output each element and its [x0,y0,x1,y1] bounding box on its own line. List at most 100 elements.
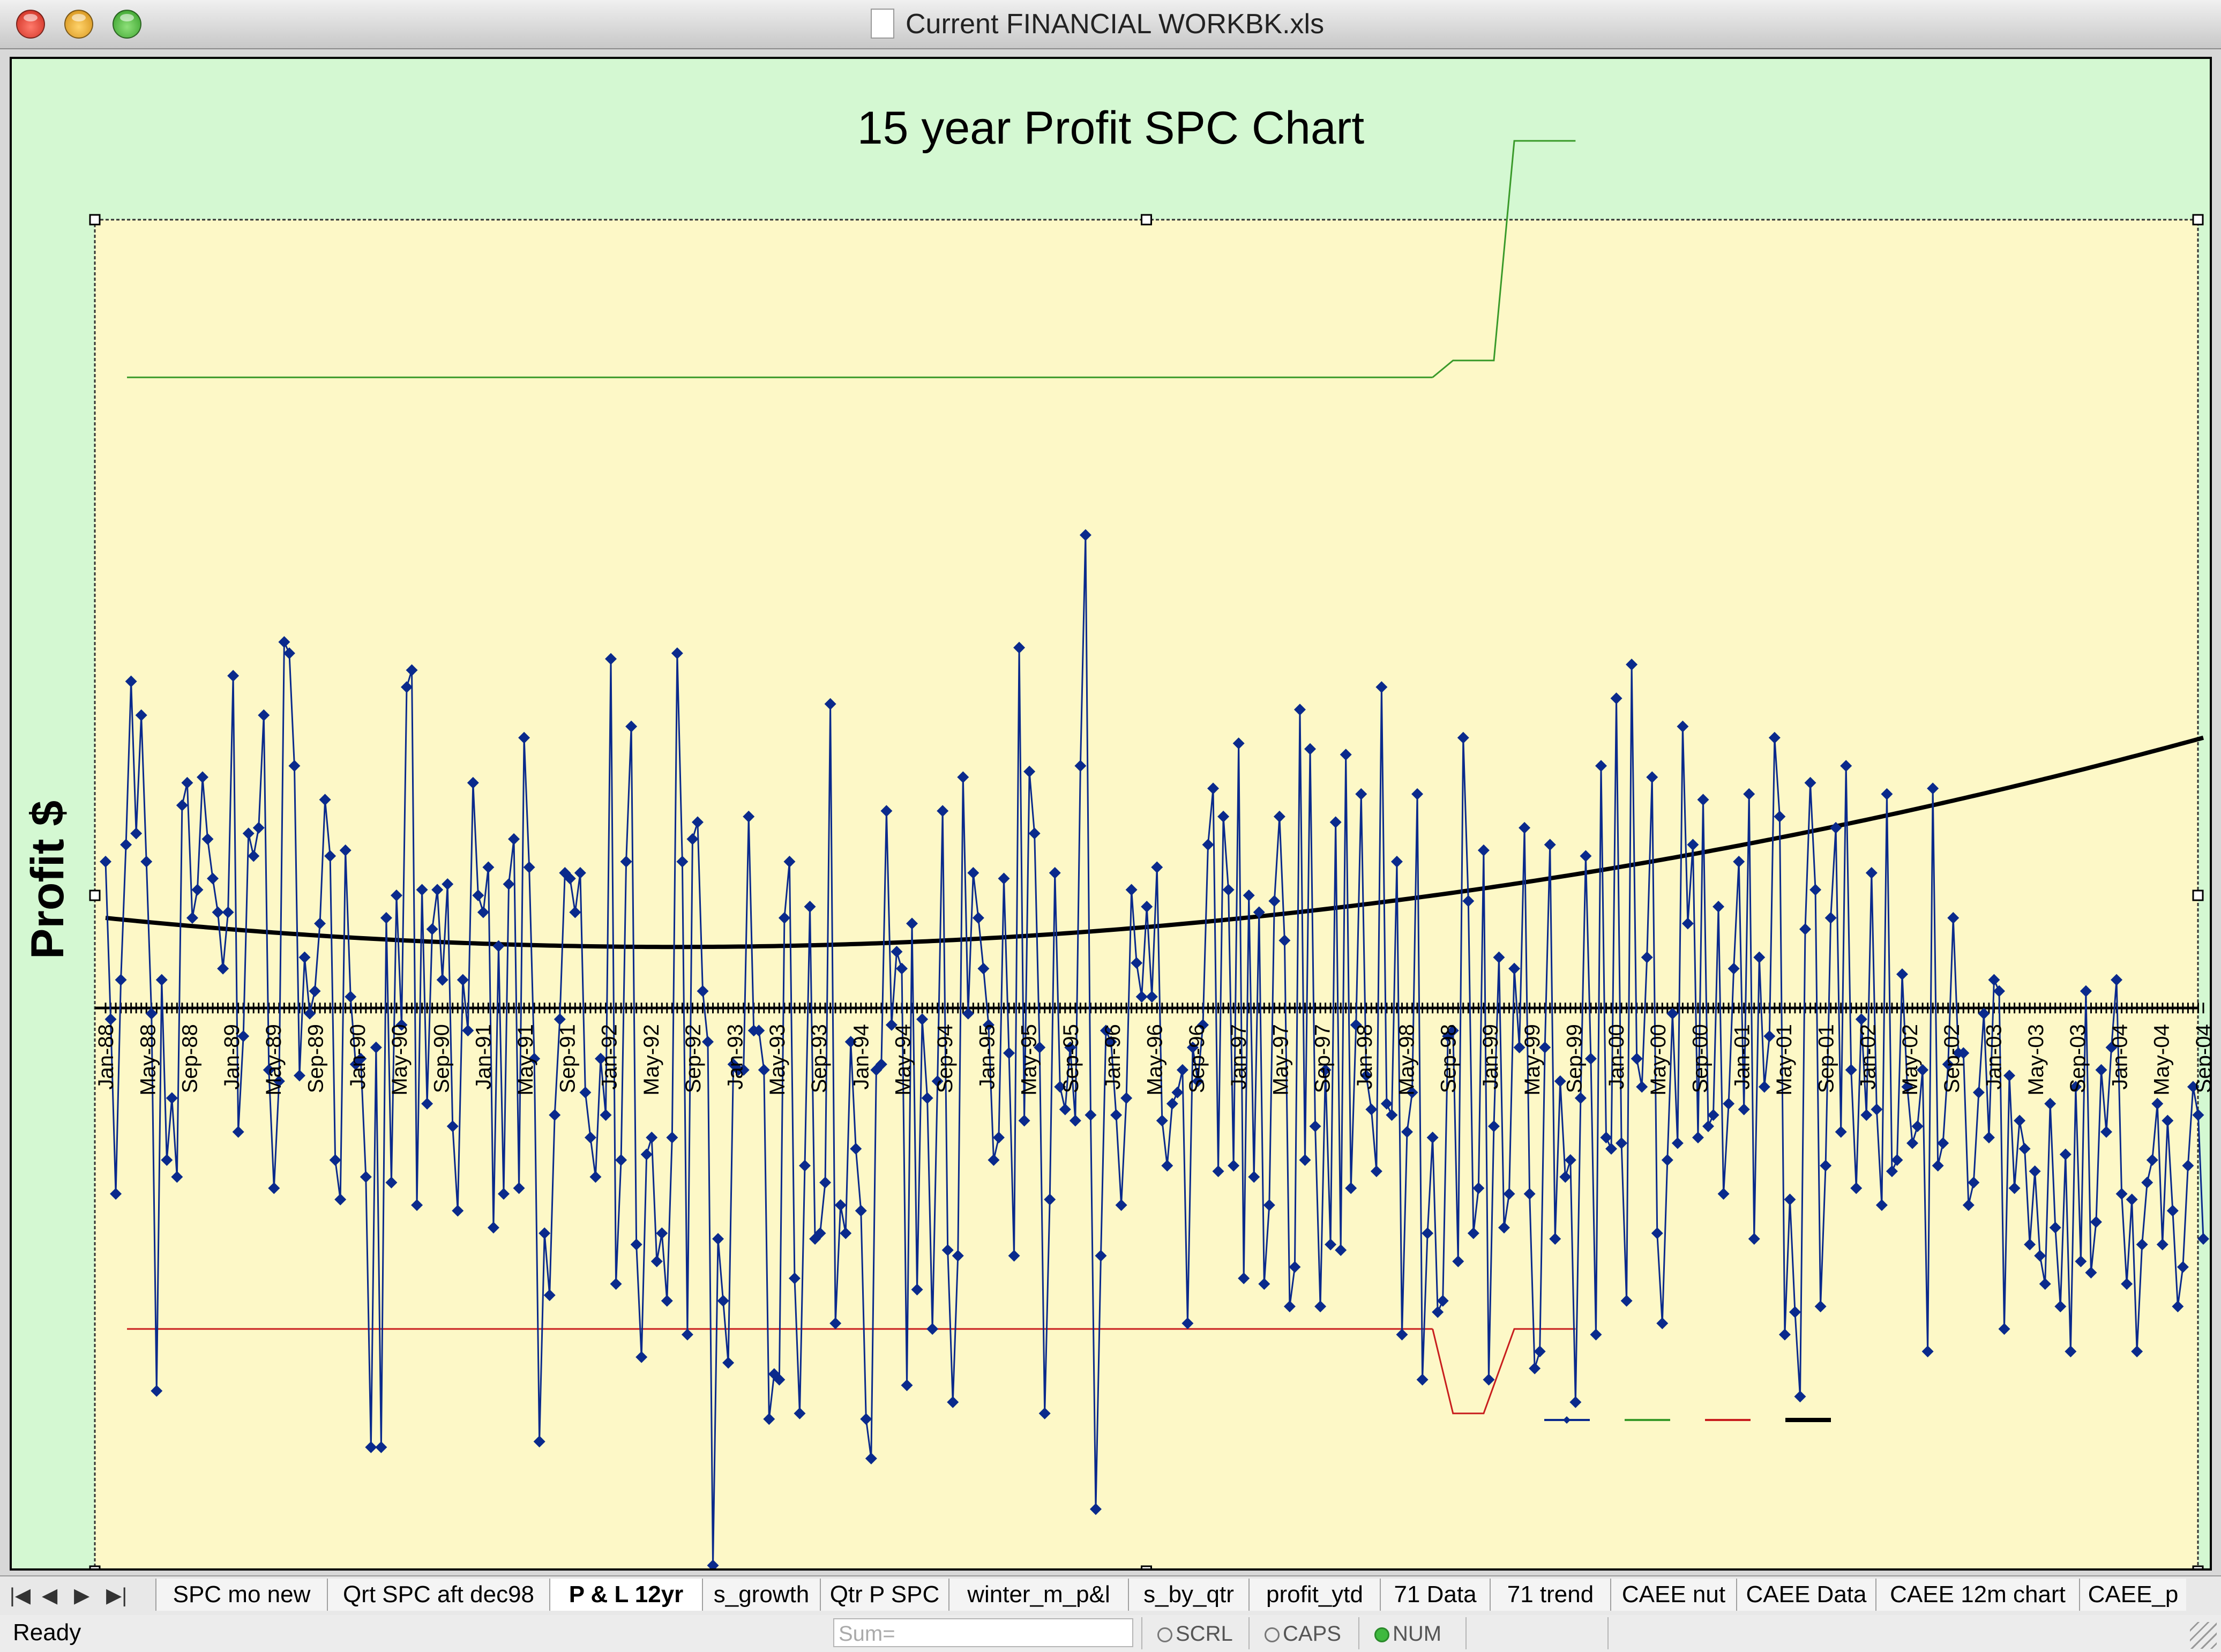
profit-data-point[interactable] [482,861,495,873]
profit-data-point[interactable] [2136,1238,2148,1251]
profit-data-point[interactable] [1228,1160,1240,1172]
profit-data-point[interactable] [1003,1047,1015,1059]
profit-data-point[interactable] [2039,1278,2051,1290]
profit-data-point[interactable] [104,1013,117,1026]
profit-data-point[interactable] [957,771,969,783]
profit-data-point[interactable] [1131,957,1143,969]
profit-data-point[interactable] [1355,788,1367,800]
profit-data-point[interactable] [1141,901,1153,913]
selection-handle[interactable] [89,889,101,901]
profit-data-point[interactable] [707,1559,719,1568]
profit-data-point[interactable] [646,1131,658,1143]
plot-area[interactable]: Jan-88 May-88 Sep-88 Jan-89 May-89 Sep-89 Jan-… [12,59,2210,1568]
profit-data-point[interactable] [916,1013,929,1026]
profit-data-point[interactable] [1901,1081,1913,1093]
profit-data-point[interactable] [1983,1131,1995,1143]
profit-data-point[interactable] [1238,1272,1250,1284]
profit-data-point[interactable] [834,1199,847,1211]
profit-data-point[interactable] [1646,771,1658,783]
profit-data-point[interactable] [2162,1115,2174,1127]
profit-data-point[interactable] [814,1227,826,1239]
profit-data-point[interactable] [635,1351,648,1363]
profit-data-point[interactable] [855,1205,867,1217]
profit-data-point[interactable] [186,912,198,924]
profit-data-point[interactable] [222,906,234,918]
profit-data-point[interactable] [2018,1142,2031,1155]
profit-data-point[interactable] [273,1075,285,1087]
profit-data-point[interactable] [941,1244,954,1257]
profit-data-point[interactable] [722,1357,735,1369]
profit-data-point[interactable] [1574,1092,1587,1104]
profit-data-point[interactable] [161,1154,173,1166]
profit-data-point[interactable] [1845,1064,1857,1076]
sheet-tab[interactable]: CAEE Data [1736,1579,1875,1611]
profit-data-point[interactable] [258,709,270,721]
profit-data-point[interactable] [1498,1221,1510,1234]
sheet-tab[interactable]: P & L 12yr [549,1579,702,1611]
profit-data-point[interactable] [2141,1176,2153,1188]
profit-data-point[interactable] [717,1295,729,1307]
profit-data-point[interactable] [1921,1345,1934,1358]
profit-data-point[interactable] [2034,1250,2046,1262]
profit-data-point[interactable] [1824,912,1837,924]
profit-data-point[interactable] [288,760,301,772]
profit-data-point[interactable] [1875,1199,1888,1211]
profit-data-point[interactable] [1023,765,1036,778]
profit-data-point[interactable] [1406,1086,1418,1098]
profit-data-point[interactable] [370,1041,382,1053]
profit-data-point[interactable] [171,1171,183,1183]
profit-data-point[interactable] [620,855,632,868]
profit-data-point[interactable] [661,1295,673,1307]
profit-data-point[interactable] [584,1131,596,1143]
profit-data-point[interactable] [691,816,704,828]
profit-data-point[interactable] [533,1436,545,1448]
profit-data-point[interactable] [2126,1193,2138,1206]
profit-data-point[interactable] [1212,1165,1224,1177]
profit-data-point[interactable] [304,1007,316,1020]
profit-data-point[interactable] [788,1272,801,1284]
profit-data-point[interactable] [1855,1013,1867,1026]
profit-data-point[interactable] [227,670,240,682]
profit-data-point[interactable] [1784,1193,1796,1206]
profit-data-point[interactable] [191,884,204,896]
profit-data-point[interactable] [355,1052,367,1065]
profit-data-point[interactable] [2187,1081,2199,1093]
profit-data-point[interactable] [840,1227,852,1239]
tab-scroll-button[interactable]: ▶ [74,1584,90,1607]
profit-data-point[interactable] [1258,1278,1270,1290]
profit-data-point[interactable] [1232,737,1245,750]
profit-data-point[interactable] [309,985,321,997]
profit-data-point[interactable] [1733,855,1745,868]
profit-data-point[interactable] [1661,1154,1673,1166]
profit-data-point[interactable] [1713,901,1725,913]
sheet-tab[interactable]: s_growth [702,1579,820,1611]
profit-data-point[interactable] [895,962,908,975]
profit-data-point[interactable] [1253,906,1265,918]
profit-data-point[interactable] [176,799,188,811]
profit-data-point[interactable] [600,1109,612,1121]
profit-data-point[interactable] [758,1064,770,1076]
profit-data-point[interactable] [1896,968,1908,981]
profit-data-point[interactable] [1580,850,1592,862]
profit-data-point[interactable] [1840,760,1852,772]
profit-data-point[interactable] [967,866,979,879]
profit-data-point[interactable] [1600,1131,1612,1143]
profit-data-point[interactable] [697,985,709,997]
profit-data-point[interactable] [1350,1019,1362,1031]
profit-data-point[interactable] [1681,917,1694,930]
profit-data-point[interactable] [676,855,689,868]
profit-data-point[interactable] [1447,1025,1459,1037]
profit-data-point[interactable] [988,1154,1000,1166]
profit-data-point[interactable] [1569,1396,1582,1408]
profit-data-point[interactable] [640,1148,653,1161]
profit-data-point[interactable] [972,912,984,924]
profit-data-point[interactable] [1871,1103,1883,1116]
profit-data-point[interactable] [1564,1154,1576,1166]
profit-data-point[interactable] [2100,1126,2113,1138]
profit-data-point[interactable] [1360,1070,1372,1082]
profit-data-point[interactable] [1452,1255,1464,1268]
profit-data-point[interactable] [431,884,444,896]
profit-data-point[interactable] [1074,760,1087,772]
profit-data-point[interactable] [1911,1120,1924,1132]
profit-data-point[interactable] [2059,1148,2072,1161]
